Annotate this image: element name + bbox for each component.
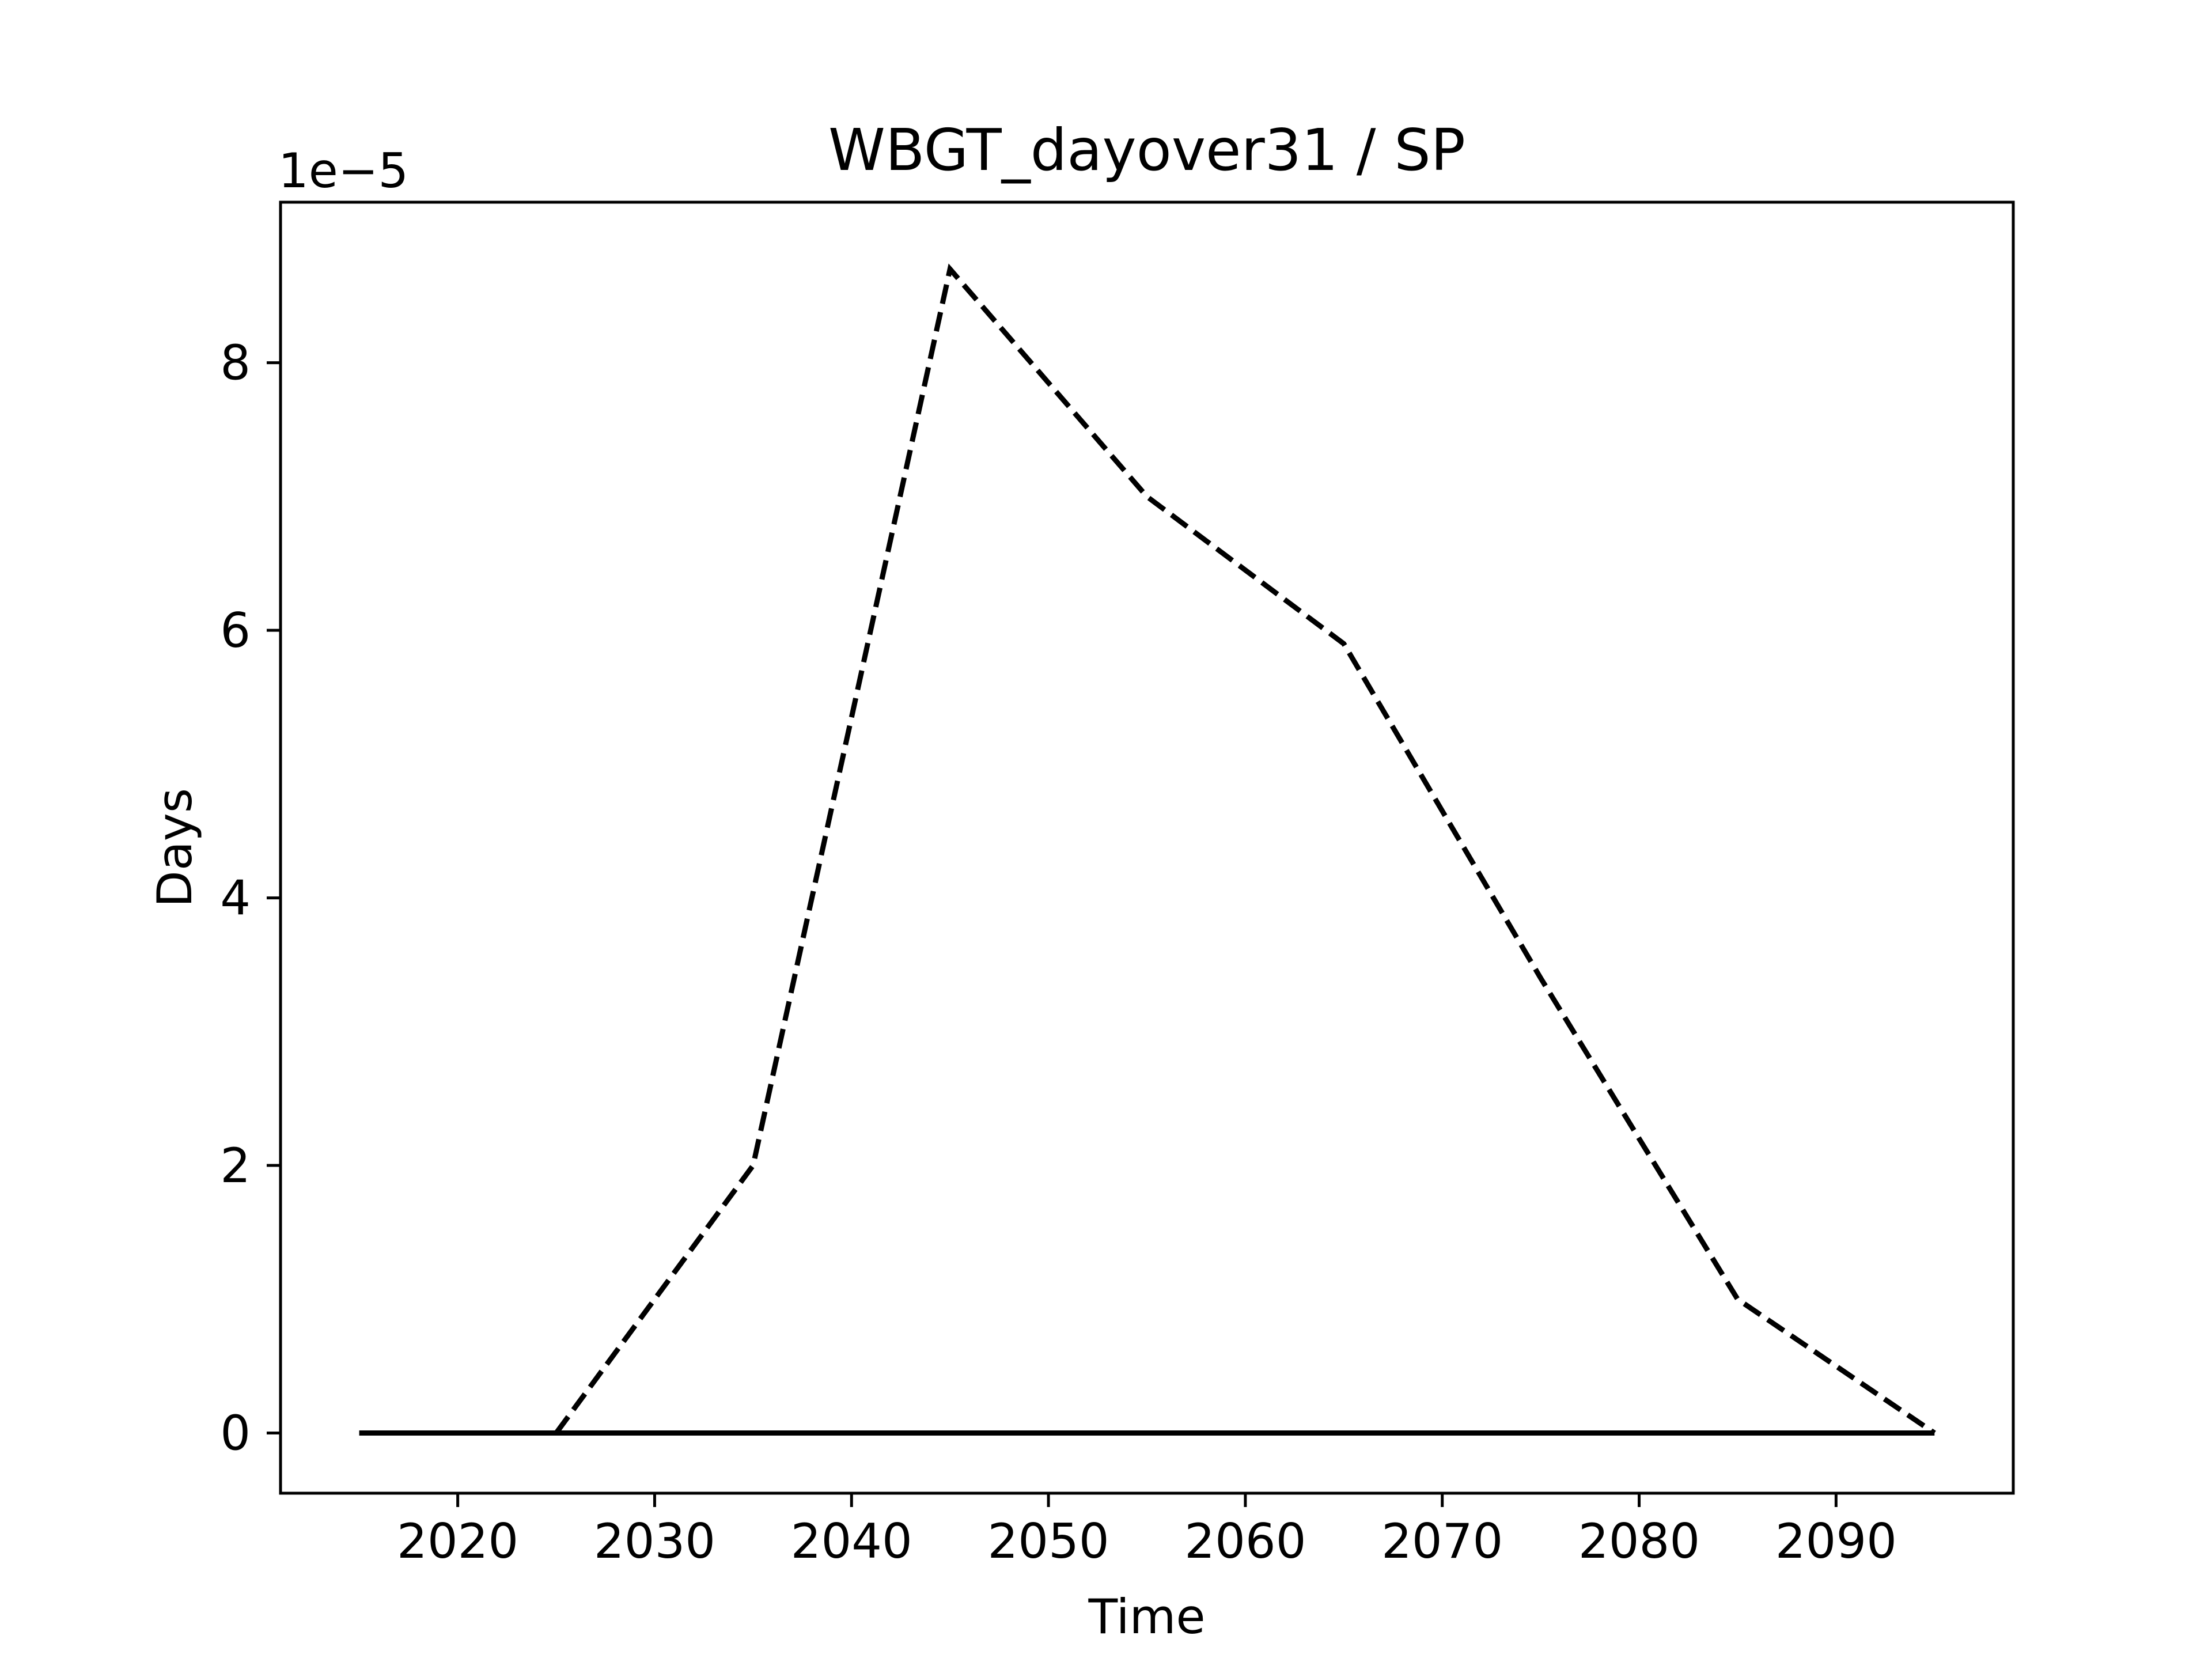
x-tick-label: 2090	[1775, 1513, 1897, 1569]
x-tick-label: 2080	[1578, 1513, 1700, 1569]
y-tick-label: 0	[220, 1405, 251, 1461]
y-tick-label: 4	[220, 870, 251, 926]
plot-frame	[279, 200, 2015, 1495]
x-tick-label: 2030	[594, 1513, 715, 1569]
chart-title: WBGT_dayover31 / SP	[828, 116, 1465, 184]
y-axis-offset-label: 1e−5	[278, 143, 408, 199]
y-tick-label: 6	[220, 603, 251, 658]
x-tick-label: 2060	[1184, 1513, 1306, 1569]
series-layer	[359, 263, 1936, 1436]
dashed-series-line	[359, 263, 1936, 1436]
x-tick-label: 2070	[1381, 1513, 1503, 1569]
y-tick-label: 2	[220, 1138, 251, 1194]
ticks-layer: 2020 2030 2040 2050 2060 2070 2080 2090 0 2 4 6 8	[220, 335, 1897, 1569]
y-tick-label: 8	[220, 335, 251, 391]
x-tick-label: 2050	[987, 1513, 1109, 1569]
x-tick-label: 2020	[397, 1513, 518, 1569]
y-axis-label: Days	[147, 788, 203, 907]
x-tick-label: 2040	[791, 1513, 912, 1569]
x-axis-label: Time	[1088, 1589, 1205, 1645]
